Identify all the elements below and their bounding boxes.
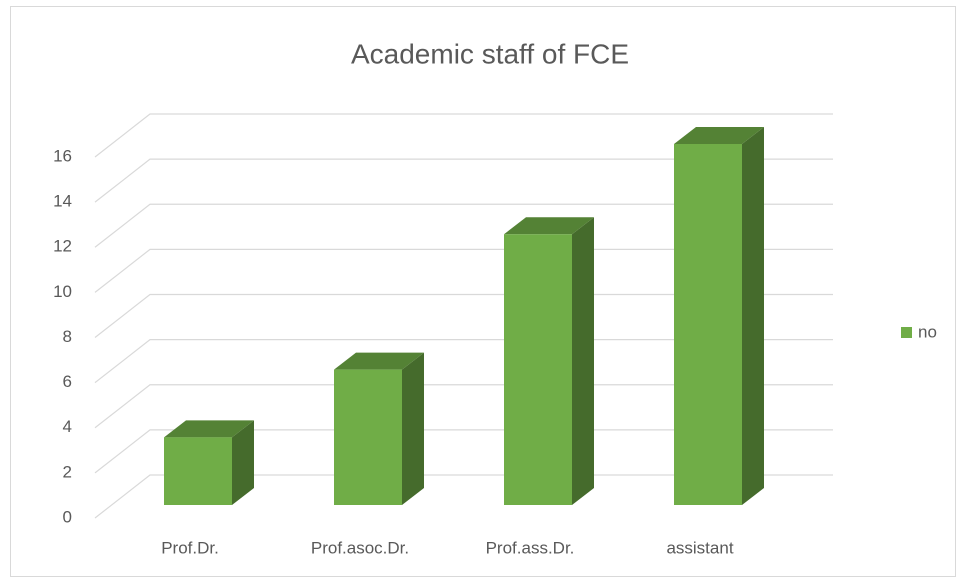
y-tick-label: 2 [63, 462, 72, 481]
bar-side [232, 420, 254, 505]
x-tick-label: assistant [666, 538, 733, 557]
y-tick-label: 8 [63, 327, 72, 346]
bar-top [164, 420, 254, 438]
y-tick-label: 16 [53, 146, 72, 165]
x-tick-label: Prof.Dr. [161, 538, 219, 557]
bar [504, 217, 594, 505]
bar [334, 352, 424, 505]
bar-side [572, 217, 594, 505]
grid-line [94, 113, 833, 158]
grid-line [94, 429, 833, 474]
grid-line [94, 339, 833, 384]
grid-line [94, 474, 833, 519]
bar-top [674, 127, 764, 144]
bar-top [334, 352, 424, 370]
x-tick-label: Prof.asoc.Dr. [311, 538, 409, 557]
bar-front [164, 437, 232, 505]
y-tick-label: 12 [53, 237, 72, 256]
bar-front [334, 369, 402, 505]
bar-front [504, 234, 572, 505]
legend-label: no [918, 322, 937, 341]
grid-line [94, 384, 833, 429]
bar-side [402, 352, 424, 505]
x-tick-label: Prof.ass.Dr. [486, 538, 575, 557]
chart-title: Academic staff of FCE [351, 38, 629, 69]
grid-line [94, 248, 833, 293]
bar-top [504, 217, 594, 235]
bar [674, 127, 764, 505]
y-tick-label: 10 [53, 282, 72, 301]
chart-border [10, 6, 956, 577]
legend-swatch [901, 327, 912, 338]
bar-side [742, 127, 764, 505]
y-tick-label: 0 [63, 507, 72, 526]
y-tick-label: 6 [63, 372, 72, 391]
grid-line [94, 293, 833, 338]
grid-line [94, 158, 833, 203]
y-tick-label: 14 [53, 192, 72, 211]
bar [164, 420, 254, 505]
y-tick-label: 4 [63, 417, 72, 436]
bar-front [674, 144, 742, 505]
grid-line [94, 203, 833, 248]
